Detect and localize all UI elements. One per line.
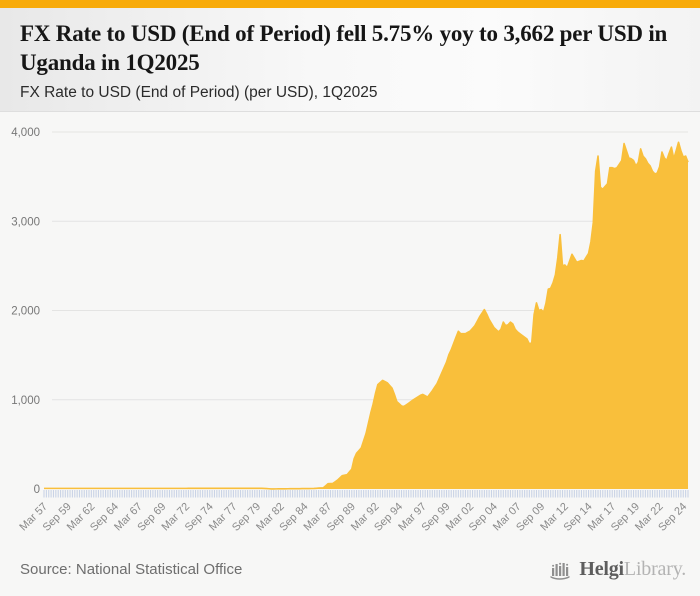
y-axis-tick-label: 4,000	[11, 127, 40, 139]
bar-chart-logo-icon	[549, 559, 574, 581]
chart-container: 0 1,000 2,000 3,000 4,000 Mar 57 Sep 59 Mar 62 S…	[0, 112, 700, 544]
y-axis-tick-label: 1,000	[11, 395, 40, 407]
y-axis-tick-label: 2,000	[11, 306, 40, 318]
y-axis-labels: 0 1,000 2,000 3,000 4,000	[11, 127, 40, 496]
chart-header: FX Rate to USD (End of Period) fell 5.75…	[0, 8, 700, 112]
quarter-ticks	[43, 490, 689, 498]
area-series	[44, 141, 689, 490]
page-title: FX Rate to USD (End of Period) fell 5.75…	[20, 21, 668, 75]
chart-subtitle: FX Rate to USD (End of Period) (per USD)…	[20, 84, 378, 101]
source-label: Source: National Statistical Office	[20, 561, 243, 578]
helgi-library-logo[interactable]: HelgiLibrary.	[549, 558, 686, 581]
y-axis-tick-label: 0	[34, 484, 40, 496]
accent-topbar	[0, 0, 700, 8]
footer: Source: National Statistical Office Helg…	[0, 544, 700, 595]
y-axis-tick-label: 3,000	[11, 216, 40, 228]
logo-text: HelgiLibrary.	[579, 558, 686, 580]
